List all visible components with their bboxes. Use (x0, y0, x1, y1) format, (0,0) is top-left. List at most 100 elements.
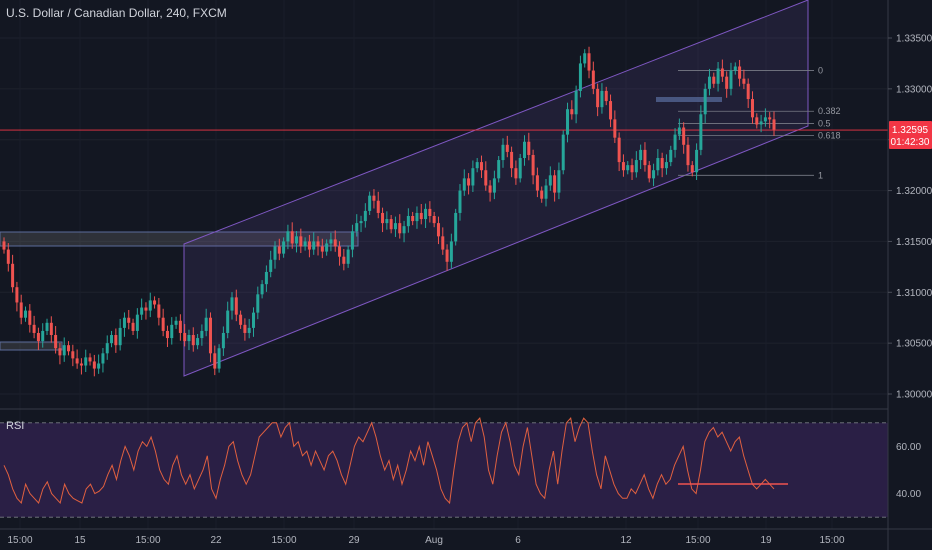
candle (316, 236, 320, 256)
price-channel[interactable] (183, 0, 809, 377)
candle-body (140, 307, 144, 315)
rsi-axis[interactable]: 60.00 40.00 (896, 442, 921, 500)
candle (131, 318, 135, 336)
candle (656, 149, 660, 176)
candle-body (368, 195, 372, 211)
candle (355, 214, 359, 237)
candle-body (49, 322, 53, 336)
candle (79, 358, 83, 375)
candle (768, 112, 772, 129)
candle (118, 318, 122, 351)
candle (544, 178, 548, 207)
candle (312, 232, 316, 255)
candle (738, 59, 742, 87)
time-tick-label: 15 (74, 535, 86, 546)
candle-body (307, 241, 311, 250)
candle (742, 69, 746, 90)
candle (28, 304, 32, 333)
time-tick-label: 19 (760, 535, 772, 546)
candle (54, 326, 58, 354)
supply-zone[interactable] (0, 231, 359, 247)
candle (647, 161, 651, 183)
candle (621, 154, 625, 177)
candle-body (402, 226, 406, 234)
candle (157, 297, 161, 326)
candle (626, 161, 630, 175)
candle (583, 49, 587, 68)
time-axis[interactable]: 15:00 15 15:00 22 15:00 29 Aug 6 12 15:00 19 15:00 (7, 535, 844, 546)
candle-body (273, 246, 277, 260)
candle (733, 62, 737, 75)
candle (398, 214, 402, 239)
candle-body (548, 175, 552, 186)
candle-body (763, 117, 767, 122)
candle (148, 292, 152, 318)
candle-body (630, 165, 634, 173)
candle (617, 132, 621, 172)
candle (561, 130, 565, 175)
candle (686, 137, 690, 172)
candle-body (282, 241, 286, 254)
candle-body (239, 314, 243, 325)
candle-body (36, 332, 40, 342)
candle-body (497, 160, 501, 179)
candle-body (174, 320, 178, 325)
demand-zone[interactable] (0, 341, 63, 351)
candle (475, 158, 479, 173)
candle-body (432, 216, 436, 224)
candle-body (67, 345, 71, 352)
candle (71, 344, 75, 367)
candle (174, 316, 178, 329)
candle (234, 289, 238, 322)
candle-body (406, 216, 410, 227)
candle-body (514, 168, 518, 179)
candle-body (557, 170, 561, 193)
time-tick-label: 15:00 (135, 535, 160, 546)
candle-body (269, 259, 273, 272)
candle (432, 211, 436, 228)
candle (634, 151, 638, 178)
candle (11, 254, 15, 293)
candle-body (527, 141, 531, 155)
candle-body (750, 99, 754, 118)
candle (720, 59, 724, 82)
candle-body (505, 144, 509, 152)
candle (122, 312, 126, 337)
candle-body (639, 149, 643, 161)
price-badge-value: 1.32595 (892, 125, 929, 136)
candle (712, 72, 716, 88)
candle (402, 220, 406, 243)
candle-body (733, 66, 737, 71)
candle-body (2, 241, 6, 250)
candle-body (372, 195, 376, 201)
candle-body (436, 223, 440, 237)
candle-body (471, 168, 475, 186)
candle-body (303, 241, 307, 247)
candle-body (277, 246, 281, 254)
candle-body (6, 249, 10, 264)
candle (479, 155, 483, 178)
candle (230, 292, 234, 320)
candle-body (695, 149, 699, 173)
candle-body (578, 63, 582, 91)
candle (101, 348, 105, 373)
candle-body (535, 175, 539, 191)
candle-body (690, 165, 694, 173)
candle-body (114, 335, 118, 346)
candle-body (596, 88, 600, 108)
candle (200, 324, 204, 346)
candle (286, 224, 290, 250)
candle (363, 203, 367, 228)
candle-body (88, 357, 92, 362)
candle (566, 102, 570, 143)
candle-body (101, 353, 105, 364)
rsi-indicator-label[interactable]: RSI (6, 420, 25, 432)
candle (19, 294, 23, 325)
candle-body (389, 219, 393, 230)
candle-body (673, 134, 677, 150)
candle (570, 100, 574, 120)
resistance-marker[interactable] (656, 97, 722, 102)
candle-body (325, 243, 329, 252)
candle (411, 211, 415, 226)
